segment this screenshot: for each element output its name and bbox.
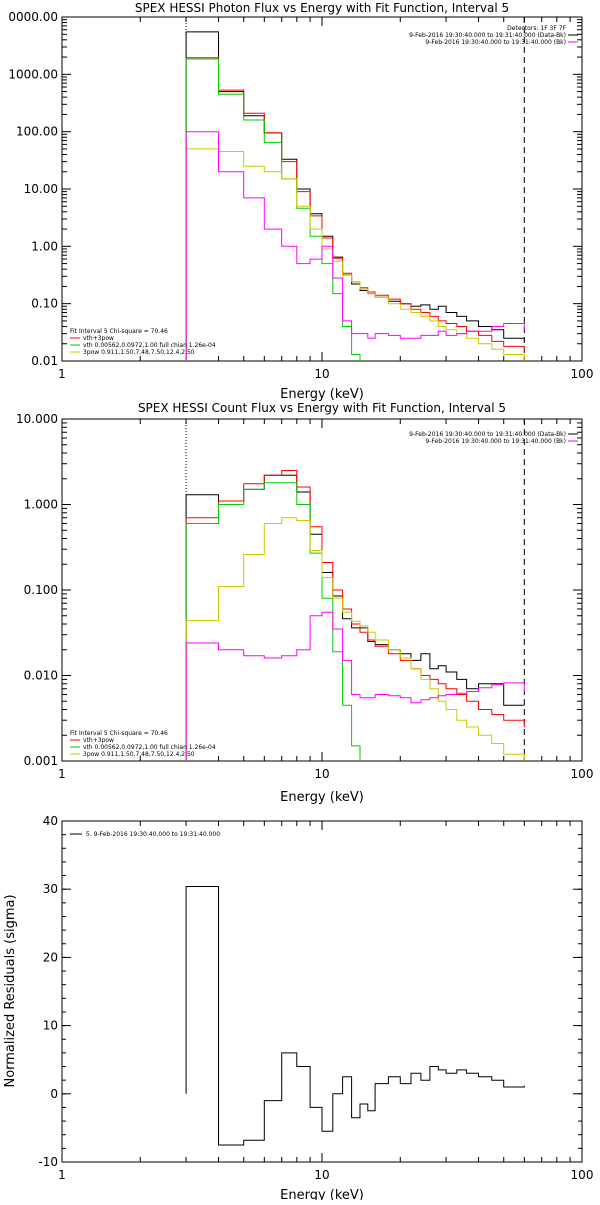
series-residuals: [185, 886, 525, 1146]
x-tick-label: 10: [314, 1168, 329, 1182]
y-tick-label: 10: [43, 1019, 58, 1033]
x-tick-label: 100: [571, 367, 594, 381]
count-series-group: [185, 470, 525, 761]
y-tick-label: -10: [38, 1155, 58, 1169]
y-tick-label: 0.10: [31, 297, 58, 311]
count-ann-line-1: 9-Feb-2016 19:30:40.000 to 19:31:40.000 …: [409, 431, 566, 438]
y-tick-label: 100.00: [16, 125, 58, 139]
series-bk: [185, 131, 525, 361]
photon-ann-line-2: 9-Feb-2016 19:30:40.000 to 19:31:40.000 …: [425, 39, 566, 46]
series-3pow: [185, 148, 525, 361]
photon-detectors-text: Detectors: 1F 3F 7F: [507, 25, 566, 32]
x-tick-label: 10: [314, 767, 329, 781]
y-tick-label: 0.001: [24, 754, 58, 768]
x-tick-label: 10: [314, 367, 329, 381]
residuals-series-group: [185, 886, 525, 1146]
photon-ann-line-1: 9-Feb-2016 19:30:40.000 to 19:31:40.000 …: [409, 32, 566, 39]
photon-fit-legend: Fit Interval 5 Chi-square = 70.46 vth+3p…: [70, 328, 216, 356]
x-tick-label: 100: [571, 1168, 594, 1182]
photon-panel-title: SPEX HESSI Photon Flux vs Energy with Fi…: [135, 1, 509, 15]
series-vth: [185, 482, 361, 761]
photon-fit-header: Fit Interval 5 Chi-square = 70.46: [70, 328, 168, 335]
residuals-legend: 5. 9-Feb-2016 19:30:40.000 to 19:31:40.0…: [70, 831, 220, 838]
count-fit-line-2: vth 0.00562,0.0972,1.00 full chian 1.26e…: [83, 744, 216, 751]
photon-plot-frame: [61, 16, 583, 362]
count-fit-header: Fit Interval 5 Chi-square = 70.46: [70, 730, 168, 737]
series-vth: [185, 58, 361, 361]
photon-fit-line-1: vth+3pow: [83, 335, 114, 342]
y-tick-label: 0.100: [24, 583, 58, 597]
series-data_bk: [185, 474, 525, 761]
y-tick-label: 0: [50, 1087, 58, 1101]
y-tick-label: 30: [43, 882, 58, 896]
y-tick-label: 10.000: [16, 412, 58, 426]
photon-x-axis-label: Energy (keV): [280, 387, 364, 402]
residuals-panel: 1 10 100 -10 0 10 20 30 40 Energy (keV) Normaliz…: [3, 814, 594, 1203]
residuals-y-axis-label: Normalized Residuals (sigma): [3, 894, 18, 1087]
y-tick-label: 0.01: [31, 354, 58, 368]
series-data_bk: [185, 31, 525, 361]
series-bk: [185, 611, 525, 761]
count-detector-annotation: 9-Feb-2016 19:30:40.000 to 19:31:40.000 …: [409, 431, 578, 445]
photon-flux-panel: SPEX HESSI Photon Flux vs Energy with Fi…: [8, 1, 594, 402]
y-tick-label: 0.010: [24, 669, 58, 683]
series-fit_total: [185, 470, 525, 761]
y-tick-label: 1.00: [31, 239, 58, 253]
residuals-x-axis-label: Energy (keV): [280, 1188, 364, 1200]
count-x-axis-label: Energy (keV): [280, 790, 364, 805]
y-tick-label: 0000.00: [8, 10, 58, 24]
count-fit-legend: Fit Interval 5 Chi-square = 70.46 vth+3p…: [70, 730, 216, 758]
count-panel-title: SPEX HESSI Count Flux vs Energy with Fit…: [138, 401, 506, 415]
y-tick-label: 40: [43, 814, 58, 828]
photon-fit-line-3: 3pow 0.911,1.50,7.48,7.50,12.4,2.50: [83, 349, 195, 356]
residuals-legend-text: 5. 9-Feb-2016 19:30:40.000 to 19:31:40.0…: [86, 831, 220, 838]
count-flux-panel: SPEX HESSI Count Flux vs Energy with Fit…: [16, 401, 594, 805]
series-3pow: [185, 517, 525, 761]
x-tick-label: 1: [58, 367, 66, 381]
x-tick-label: 100: [571, 767, 594, 781]
photon-detector-annotation: Detectors: 1F 3F 7F 9-Feb-2016 19:30:40.…: [409, 25, 578, 46]
series-fit_total: [185, 57, 525, 361]
photon-series-group: [185, 31, 525, 361]
y-tick-label: 1.000: [24, 498, 58, 512]
count-fit-line-1: vth+3pow: [83, 737, 114, 744]
count-ann-line-2: 9-Feb-2016 19:30:40.000 to 19:31:40.000 …: [425, 438, 566, 445]
y-tick-label: 10.00: [24, 182, 58, 196]
x-tick-label: 1: [58, 767, 66, 781]
y-tick-label: 1000.00: [8, 67, 58, 81]
photon-fit-line-2: vth 0.00562,0.0972,1.00 full chian 1.26e…: [83, 342, 216, 349]
y-tick-label: 20: [43, 950, 58, 964]
x-tick-label: 1: [58, 1168, 66, 1182]
count-fit-line-3: 3pow 0.911,1.50,7.48,7.50,12.4,2.50: [83, 751, 195, 758]
